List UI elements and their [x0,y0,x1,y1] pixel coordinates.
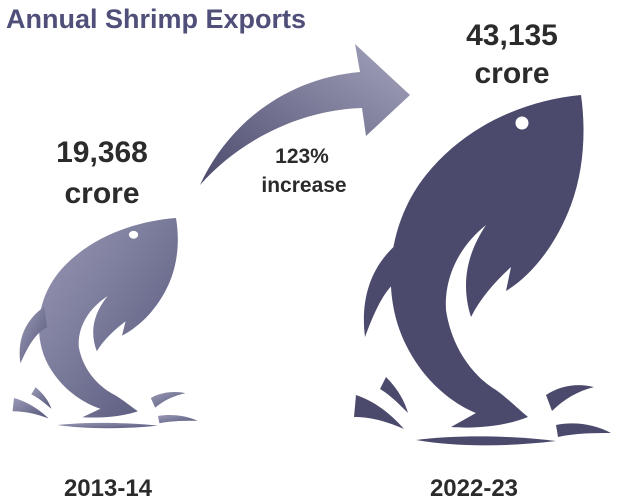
value: 19,368 [56,136,148,169]
unit: crore [64,177,139,210]
change-label: increase [261,174,346,197]
value: 43,135 [466,19,558,52]
change-percent: 123% [275,145,329,168]
large-fish [354,95,611,446]
growth-arrow [200,44,410,185]
small-fish [12,218,198,429]
title: Annual Shrimp Exports [6,4,306,34]
unit: crore [474,57,549,90]
year: 2022-23 [430,475,518,502]
year: 2013-14 [64,475,153,502]
